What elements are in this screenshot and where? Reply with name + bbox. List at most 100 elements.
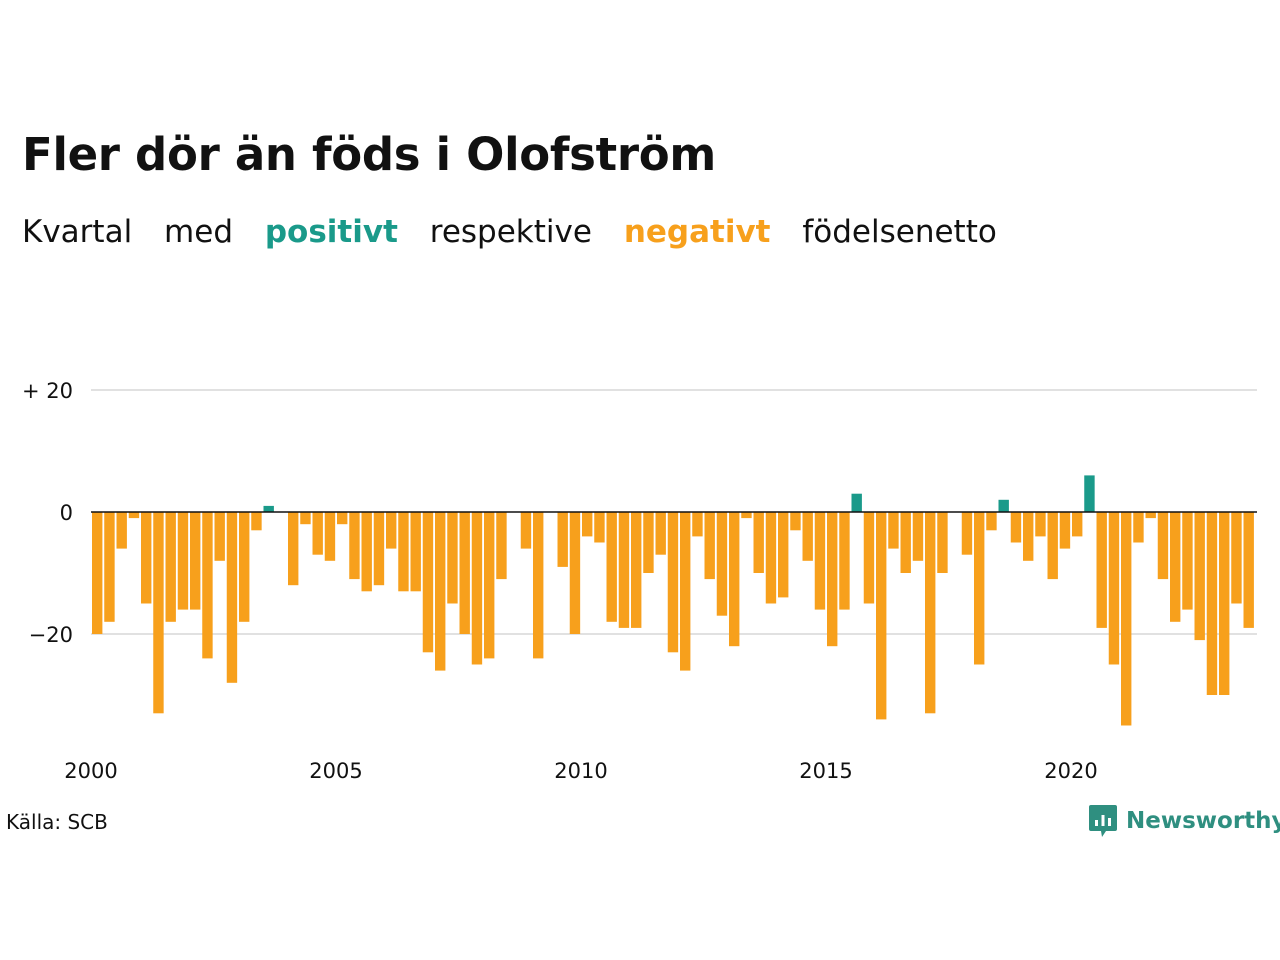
bar	[116, 512, 127, 549]
bar	[324, 512, 336, 561]
bar	[569, 512, 581, 634]
bar	[300, 512, 311, 525]
subtitle-word-quarter: Kvartal	[22, 214, 133, 250]
bar	[692, 512, 703, 537]
bar	[1170, 512, 1181, 622]
bar	[1047, 512, 1058, 580]
bar	[373, 512, 385, 586]
bar	[520, 512, 532, 549]
chart-title: Fler dör än föds i Olofström	[22, 128, 716, 181]
bar	[1182, 512, 1193, 610]
subtitle-word-with: med	[164, 214, 233, 250]
newsworthy-logo-icon	[1089, 805, 1117, 837]
bar	[974, 512, 985, 665]
bar	[251, 512, 262, 531]
x-tick-label: 2000	[64, 759, 117, 783]
bar	[533, 512, 544, 659]
bar-chart: + 20 0 −20 2000 2005 2010 2015 2020	[22, 379, 1257, 783]
bar	[1206, 512, 1218, 695]
bar	[226, 512, 238, 683]
bar	[925, 512, 936, 714]
bar	[1194, 512, 1205, 641]
bar	[765, 512, 777, 604]
bar	[484, 512, 495, 659]
subtitle-word-respectively: respektive	[429, 214, 592, 250]
bar	[778, 512, 789, 598]
bar	[128, 512, 140, 519]
bar	[153, 512, 164, 714]
bar	[839, 512, 850, 610]
bar	[827, 512, 838, 647]
legend-negative: negativt	[623, 214, 771, 250]
bar	[937, 512, 948, 573]
bar	[680, 512, 691, 671]
bar	[900, 512, 911, 573]
bar	[1023, 512, 1034, 561]
bar	[459, 512, 470, 634]
brand-name: Newsworthy	[1126, 808, 1280, 834]
bar	[998, 499, 1009, 512]
bar	[496, 512, 507, 580]
bar	[753, 512, 764, 573]
brand-logo: Newsworthy	[1088, 803, 1280, 839]
bar	[1072, 512, 1083, 537]
bar	[863, 512, 875, 604]
bar	[716, 512, 728, 616]
bar	[202, 512, 213, 659]
chart-subtitle: Kvartal med positivt respektive negativt…	[22, 214, 1019, 250]
bar	[814, 512, 826, 610]
bar	[557, 512, 568, 567]
bar	[1121, 512, 1132, 726]
bar	[1157, 512, 1169, 580]
bar	[1084, 475, 1095, 512]
bar	[410, 512, 421, 592]
bar	[912, 512, 924, 561]
bar	[802, 512, 813, 561]
bar	[594, 512, 605, 543]
bar	[729, 512, 740, 647]
bar	[190, 512, 201, 610]
bar	[606, 512, 617, 622]
bar	[1231, 512, 1242, 604]
bar	[631, 512, 642, 628]
bar	[263, 505, 274, 512]
bar	[851, 493, 862, 512]
legend-positive: positivt	[264, 214, 398, 250]
bar	[888, 512, 899, 549]
y-tick-label: 0	[60, 501, 73, 525]
bar	[1035, 512, 1046, 537]
bar	[1010, 512, 1022, 543]
bar	[92, 512, 103, 634]
bar	[312, 512, 323, 555]
bar	[655, 512, 666, 555]
bar	[447, 512, 458, 604]
x-tick-label: 2020	[1044, 759, 1097, 783]
bar	[239, 512, 250, 622]
source-note: Källa: SCB	[6, 810, 108, 834]
bar	[177, 512, 189, 610]
x-tick-label: 2005	[309, 759, 362, 783]
bar	[741, 512, 752, 519]
bar	[398, 512, 409, 592]
bar	[422, 512, 434, 653]
bar	[1059, 512, 1071, 549]
bar	[104, 512, 115, 622]
bar	[643, 512, 654, 573]
bar	[790, 512, 801, 531]
bar	[961, 512, 973, 555]
bar	[471, 512, 483, 665]
bar	[288, 512, 299, 586]
bar	[361, 512, 372, 592]
bar	[1145, 512, 1156, 519]
bar	[435, 512, 446, 671]
x-tick-label: 2010	[554, 759, 607, 783]
bar	[704, 512, 715, 580]
bar	[618, 512, 630, 628]
bar	[141, 512, 152, 604]
bar	[582, 512, 593, 537]
bar	[1096, 512, 1107, 628]
bar	[214, 512, 225, 561]
bar	[1133, 512, 1144, 543]
bar	[876, 512, 887, 720]
bar	[337, 512, 348, 525]
